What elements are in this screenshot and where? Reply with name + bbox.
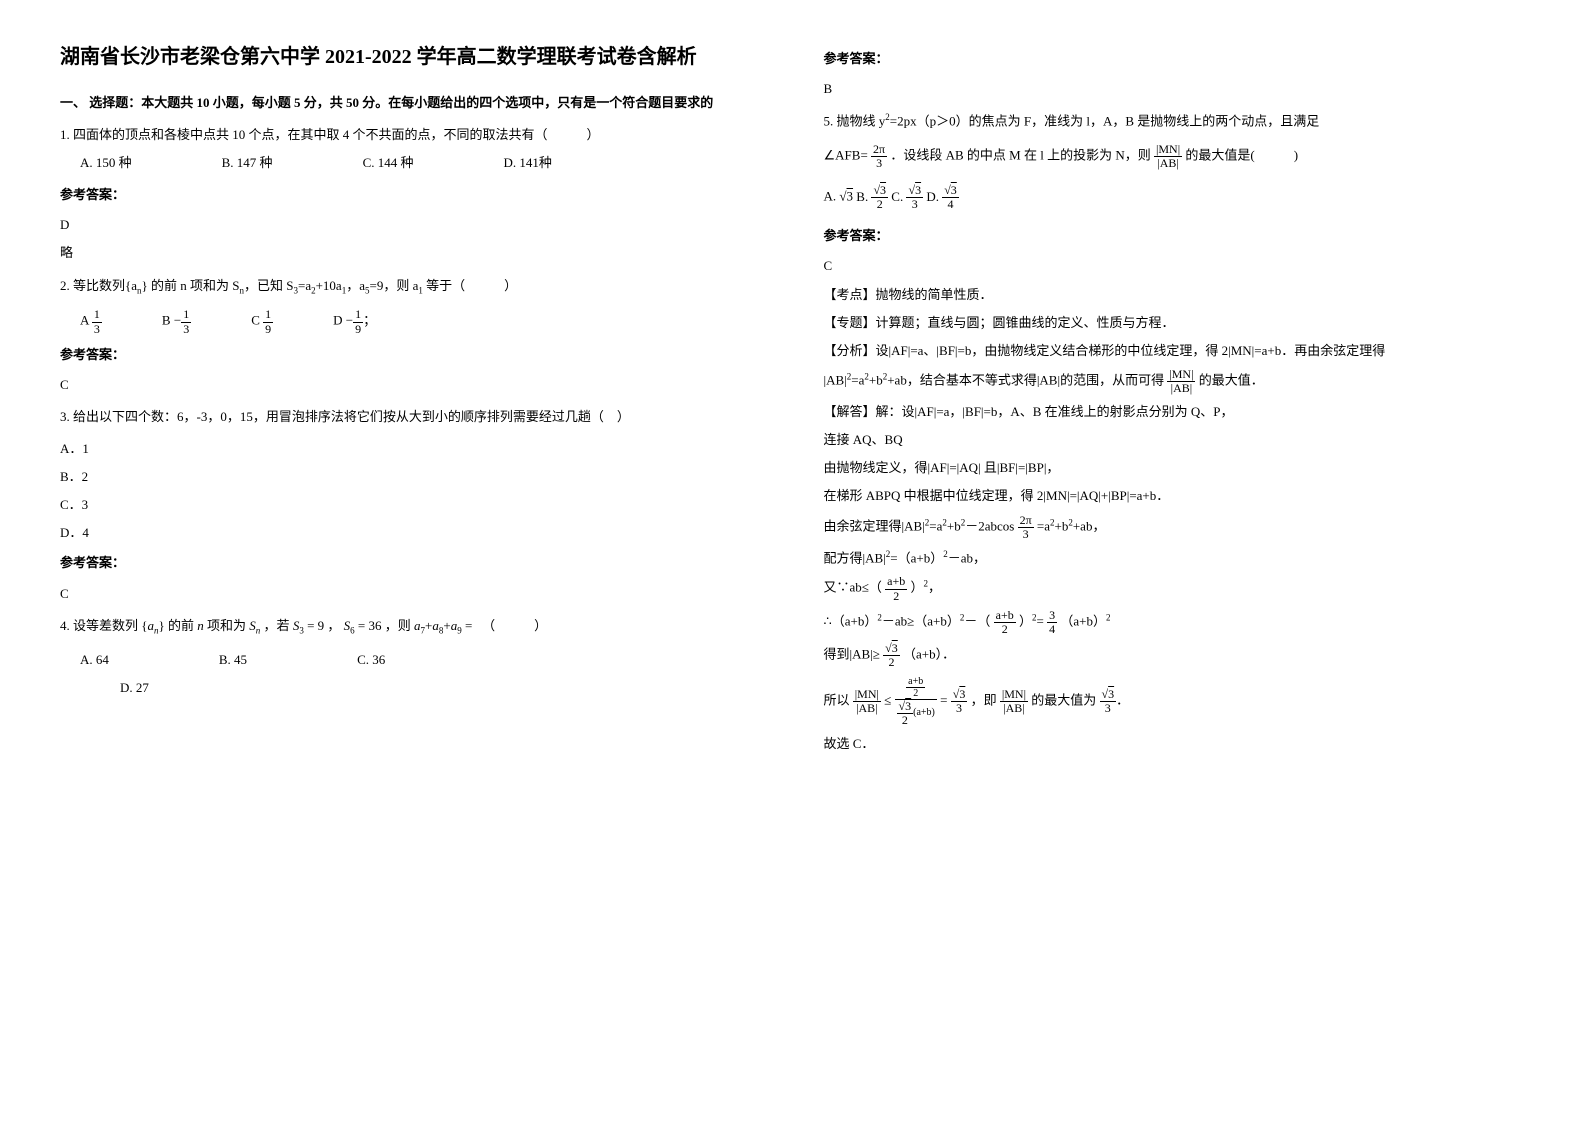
q2-options: A 13 B −13 C 19 D −19；	[80, 308, 764, 335]
q4-stem-1: 4. 设等差数列	[60, 618, 138, 633]
q5-stem-2: =2px（p＞0）的焦点为 F，准线为 l，A，B 是抛物线上的两个动点，且满足	[890, 114, 1319, 129]
q3-opt-d: D．4	[60, 522, 764, 544]
q5-jieda-1: 【解答】解：设|AF|=a，|BF|=b，A、B 在准线上的射影点分别为 Q、P…	[824, 401, 1528, 423]
q4-stem-7: （ ）	[476, 618, 548, 633]
q2-opt-a: A 13	[80, 308, 102, 335]
q1-opt-d: D. 141种	[503, 152, 551, 174]
q5-answer-label: 参考答案：	[824, 225, 1528, 247]
q5-zhuanti: 【专题】计算题；直线与圆；圆锥曲线的定义、性质与方程．	[824, 312, 1528, 334]
q5-stem-5: 的最大值是( )	[1185, 147, 1298, 162]
q5-jieda-6: 配方得|AB|2=（a+b）2－ab，	[824, 547, 1528, 569]
right-column: 参考答案： B 5. 抛物线 y2=2px（p＞0）的焦点为 F，准线为 l，A…	[824, 40, 1528, 761]
q2-stem-1: 2. 等比数列{a	[60, 278, 137, 293]
q1-answer: D	[60, 214, 764, 236]
q2-stem-8: 等于（ ）	[423, 278, 517, 293]
q2-stem-7: =9，则 a	[369, 278, 418, 293]
q1-opt-c: C. 144 种	[363, 152, 414, 174]
q5-fenxi: 【分析】设|AF|=a、|BF|=b，由抛物线定义结合梯形的中位线定理，得 2|…	[824, 340, 1528, 362]
q2-stem-6: ，a	[346, 278, 365, 293]
question-5: 5. 抛物线 y2=2px（p＞0）的焦点为 F，准线为 l，A，B 是抛物线上…	[824, 110, 1528, 132]
q4-stem-6: ，则	[385, 618, 411, 633]
q5-opt-c: C. √33	[891, 189, 923, 204]
q1-answer-label: 参考答案：	[60, 184, 764, 206]
q2-stem-3: ，已知 S	[244, 278, 293, 293]
question-2: 2. 等比数列{an} 的前 n 项和为 Sn，已知 S3=a2+10a1，a5…	[60, 275, 764, 299]
question-3: 3. 给出以下四个数：6，-3，0，15，用冒泡排序法将它们按从大到小的顺序排列…	[60, 406, 764, 428]
q3-answer-label: 参考答案：	[60, 552, 764, 574]
q4-opt-a: A. 64	[80, 649, 109, 671]
q3-opt-a: A．1	[60, 438, 764, 460]
q1-stem: 1. 四面体的顶点和各棱中点共 10 个点，在其中取 4 个不共面的点，不同的取…	[60, 124, 764, 146]
q4-stem-2: 的前	[168, 618, 194, 633]
q5-jieda-8: ∴（a+b）2－ab≥（a+b）2－（ a+b2 ）2= 34 （a+b）2	[824, 609, 1528, 636]
q2-stem-4: =a	[298, 278, 311, 293]
question-1: 1. 四面体的顶点和各棱中点共 10 个点，在其中取 4 个不共面的点，不同的取…	[60, 124, 764, 174]
q4-stem-5: ，	[327, 618, 340, 633]
q5-jieda-3: 由抛物线定义，得|AF|=|AQ| 且|BF|=|BP|，	[824, 457, 1528, 479]
q2-stem-2: } 的前 n 项和为 S	[142, 278, 240, 293]
q5-jieda-2: 连接 AQ、BQ	[824, 429, 1528, 451]
q1-options: A. 150 种 B. 147 种 C. 144 种 D. 141种	[80, 152, 764, 174]
q5-jieda-10: 所以 |MN||AB| ≤ a+b2√32(a+b) = √33 ，即 |MN|…	[824, 676, 1528, 727]
q3-answer: C	[60, 583, 764, 605]
q5-options: A. √3 B. √32 C. √33 D. √34	[824, 184, 1528, 211]
q5-opt-b: B. √32	[856, 189, 888, 204]
q4-opt-d: D. 27	[120, 677, 764, 699]
q5-stem-4: ．设线段 AB 的中点 M 在 l 上的投影为 N，则	[890, 147, 1150, 162]
q5-stem-3: ∠AFB=	[824, 147, 868, 162]
q5-kaodian: 【考点】抛物线的简单性质．	[824, 284, 1528, 306]
q4-opt-b: B. 45	[219, 649, 247, 671]
q1-opt-a: A. 150 种	[80, 152, 132, 174]
q5-jieda-4: 在梯形 ABPQ 中根据中位线定理，得 2|MN|=|AQ|+|BP|=a+b．	[824, 485, 1528, 507]
q4-opt-c: C. 36	[357, 649, 385, 671]
q5-stem-1: 5. 抛物线 y	[824, 114, 886, 129]
q2-answer-label: 参考答案：	[60, 344, 764, 366]
q5-jieda-7: 又∵ab≤（ a+b2 ）2，	[824, 575, 1528, 602]
left-column: 湖南省长沙市老梁仓第六中学 2021-2022 学年高二数学理联考试卷含解析 一…	[60, 40, 764, 761]
q4-answer: B	[824, 78, 1528, 100]
q2-opt-c: C 19	[251, 308, 273, 335]
q5-jieda-5: 由余弦定理得|AB|2=a2+b2－2abcos 2π3 =a2+b2+ab，	[824, 514, 1528, 541]
q1-note: 略	[60, 242, 764, 264]
q5-answer: C	[824, 255, 1528, 277]
q2-answer: C	[60, 374, 764, 396]
q3-opt-c: C．3	[60, 494, 764, 516]
q2-opt-d: D −19；	[333, 308, 376, 335]
section-1-head: 一、 选择题：本大题共 10 小题，每小题 5 分，共 50 分。在每小题给出的…	[60, 92, 764, 114]
question-4: 4. 设等差数列 {an} 的前 n 项和为 Sn ，若 S3 = 9 ， S6…	[60, 615, 764, 639]
q5-jieda-9: 得到|AB|≥ √32 （a+b）．	[824, 642, 1528, 669]
q5-fenxi-2: |AB|2=a2+b2+ab，结合基本不等式求得|AB|的范围，从而可得 |MN…	[824, 368, 1528, 395]
q2-opt-b: B −13	[162, 308, 191, 335]
q5-opt-d: D. √34	[926, 189, 958, 204]
q4-stem-3: 项和为	[207, 618, 246, 633]
exam-title: 湖南省长沙市老梁仓第六中学 2021-2022 学年高二数学理联考试卷含解析	[60, 40, 764, 74]
q3-opt-b: B．2	[60, 466, 764, 488]
q3-stem: 3. 给出以下四个数：6，-3，0，15，用冒泡排序法将它们按从大到小的顺序排列…	[60, 406, 764, 428]
q5-stem-line2: ∠AFB= 2π3 ．设线段 AB 的中点 M 在 l 上的投影为 N，则 |M…	[824, 143, 1528, 170]
q4-stem-4: ，若	[264, 618, 290, 633]
q4-answer-label: 参考答案：	[824, 48, 1528, 70]
q1-opt-b: B. 147 种	[222, 152, 273, 174]
q5-opt-a: A. √3	[824, 189, 854, 204]
q4-options-row1: A. 64 B. 45 C. 36	[80, 649, 764, 671]
q5-jieda-11: 故选 C．	[824, 733, 1528, 755]
q2-stem-5: +10a	[316, 278, 342, 293]
